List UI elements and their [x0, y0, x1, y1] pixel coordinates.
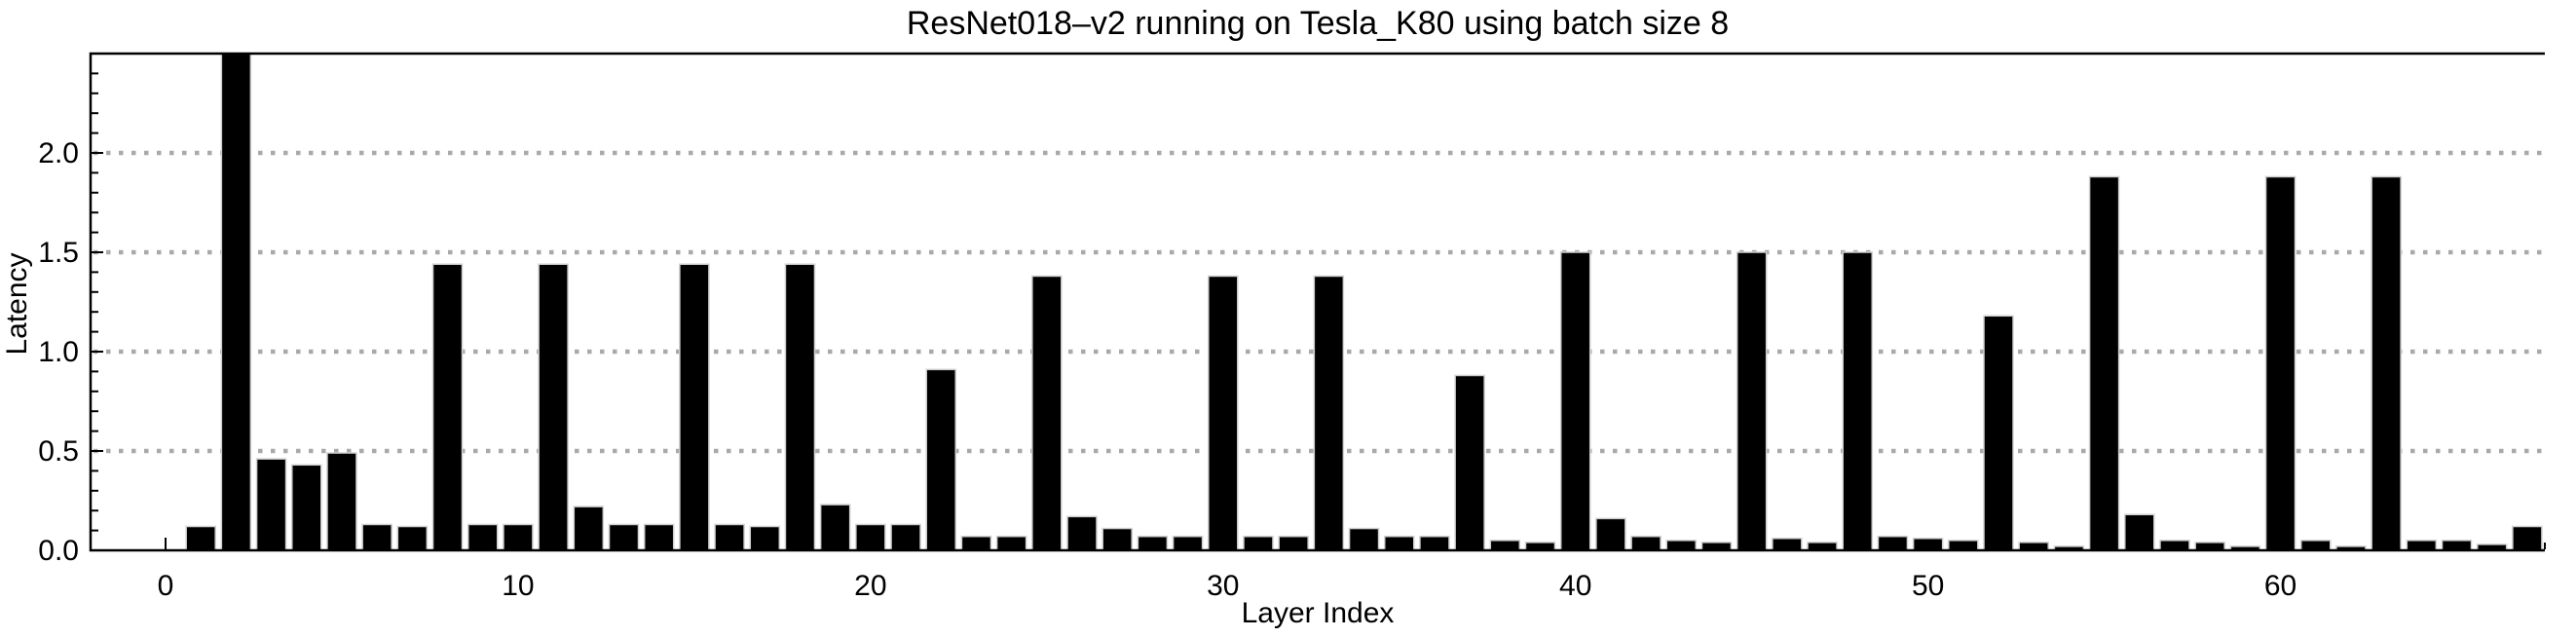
bar-layer-9: [467, 523, 499, 551]
bar-layer-63: [2371, 175, 2402, 551]
bar-layer-55: [2088, 175, 2120, 551]
bar-layer-48: [1842, 251, 1873, 551]
bar-layer-25: [1031, 275, 1063, 551]
bar-layer-30: [1208, 275, 1239, 551]
x-axis-label: Layer Index: [1241, 597, 1395, 629]
bar-layer-45: [1736, 251, 1768, 551]
bar-layer-64: [2406, 540, 2438, 551]
bar-layer-41: [1595, 517, 1626, 551]
x-tick-label: 60: [2264, 570, 2296, 602]
bar-layer-52: [1983, 315, 2014, 551]
bar-layer-15: [679, 263, 710, 551]
bar-layer-56: [2124, 513, 2155, 551]
bar-layer-57: [2159, 540, 2190, 551]
bar-layer-36: [1419, 535, 1450, 551]
y-tick-label: 1.0: [38, 336, 79, 368]
x-tick-label: 30: [1207, 570, 1239, 602]
bar-layer-31: [1243, 535, 1274, 551]
bar-layer-4: [291, 464, 322, 551]
bar-layer-10: [503, 523, 534, 551]
y-tick-label: 0.5: [38, 435, 79, 468]
bar-layer-49: [1877, 535, 1909, 551]
bar-layer-32: [1278, 535, 1309, 551]
bar-layer-50: [1912, 538, 1944, 551]
bar-layer-13: [608, 523, 640, 551]
bar-layer-8: [431, 263, 464, 551]
bar-layer-18: [784, 263, 816, 551]
bar-layer-17: [749, 525, 781, 551]
bar-layer-26: [1066, 515, 1098, 551]
x-tick-label: 20: [854, 570, 886, 602]
y-tick-label: 1.5: [38, 237, 79, 269]
x-tick-label: 50: [1912, 570, 1944, 602]
y-tick-label: 0.0: [38, 535, 79, 567]
axis-frame: [89, 52, 2545, 552]
bar-layer-20: [855, 523, 886, 551]
bar-layer-37: [1454, 374, 1485, 551]
bar-layer-35: [1383, 535, 1415, 551]
bar-layer-51: [1948, 540, 1979, 551]
bar-layer-16: [714, 523, 745, 551]
bar-layer-61: [2299, 540, 2332, 551]
bar-layer-34: [1348, 527, 1380, 551]
bar-layer-19: [819, 504, 851, 551]
x-tick-label: 10: [502, 570, 534, 602]
bar-layer-29: [1172, 535, 1204, 551]
bar-layer-7: [396, 525, 429, 551]
bar-layer-12: [573, 506, 605, 551]
bar-layer-27: [1101, 527, 1133, 551]
chart-title: ResNet018–v2 running on Tesla_K80 using …: [906, 5, 1730, 42]
bar-layer-38: [1489, 540, 1521, 551]
bar-layer-6: [361, 523, 392, 551]
bar-layer-21: [890, 523, 921, 551]
bar-layer-67: [2512, 525, 2543, 551]
x-tick-label: 40: [1559, 570, 1591, 602]
bar-layer-22: [925, 368, 956, 551]
y-tick-label: 2.0: [38, 137, 79, 169]
bar-layer-43: [1665, 540, 1698, 551]
bar-layer-2: [220, 53, 252, 551]
bar-layer-23: [960, 535, 992, 551]
bar-layer-60: [2264, 175, 2296, 551]
bar-layer-24: [995, 535, 1027, 551]
bar-layer-28: [1137, 535, 1169, 551]
bar-layer-1: [185, 525, 216, 551]
bar-layer-65: [2441, 540, 2473, 551]
bar-layer-14: [643, 523, 675, 551]
x-tick-label: 0: [158, 570, 174, 602]
bar-layer-42: [1630, 535, 1661, 551]
bar-layer-33: [1313, 275, 1345, 551]
bar-layer-5: [326, 452, 357, 551]
bar-layer-11: [538, 263, 569, 551]
bar-layer-46: [1772, 538, 1803, 551]
bar-layer-3: [255, 458, 287, 551]
bar-layer-40: [1559, 251, 1591, 551]
